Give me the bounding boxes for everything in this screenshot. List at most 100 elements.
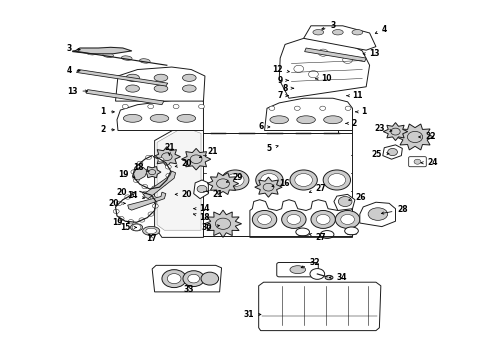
Circle shape: [148, 170, 156, 175]
Polygon shape: [383, 145, 402, 159]
Polygon shape: [86, 90, 164, 105]
Polygon shape: [259, 282, 381, 330]
Text: 14: 14: [127, 191, 145, 200]
Text: 3: 3: [66, 44, 80, 53]
Polygon shape: [396, 124, 434, 150]
Circle shape: [310, 269, 325, 279]
Polygon shape: [128, 192, 166, 210]
Circle shape: [190, 155, 202, 163]
Polygon shape: [73, 47, 132, 54]
Polygon shape: [204, 210, 242, 237]
Ellipse shape: [352, 30, 363, 35]
Circle shape: [282, 211, 306, 228]
Circle shape: [183, 271, 204, 287]
Ellipse shape: [140, 59, 150, 63]
Circle shape: [137, 161, 143, 166]
Text: 20: 20: [175, 159, 192, 168]
Polygon shape: [304, 26, 376, 50]
Circle shape: [197, 185, 207, 193]
Ellipse shape: [150, 114, 169, 122]
Circle shape: [269, 106, 275, 111]
Circle shape: [323, 170, 350, 190]
Polygon shape: [194, 180, 208, 199]
Text: 17: 17: [146, 234, 156, 243]
Circle shape: [152, 186, 158, 190]
Text: 21: 21: [207, 190, 223, 199]
Ellipse shape: [154, 85, 168, 92]
Polygon shape: [134, 167, 147, 180]
Text: 19: 19: [118, 170, 135, 179]
Text: 7: 7: [277, 91, 288, 100]
Circle shape: [142, 184, 148, 189]
FancyBboxPatch shape: [277, 262, 318, 277]
Text: 31: 31: [244, 310, 261, 319]
Circle shape: [294, 65, 304, 72]
Text: 28: 28: [382, 205, 408, 214]
Polygon shape: [157, 127, 201, 230]
Text: 5: 5: [267, 144, 278, 153]
Text: 20: 20: [175, 190, 192, 199]
Circle shape: [131, 170, 137, 174]
Polygon shape: [255, 177, 282, 197]
Text: 9: 9: [277, 76, 288, 85]
Circle shape: [173, 104, 179, 109]
Text: 18: 18: [194, 213, 210, 222]
Text: 33: 33: [184, 285, 194, 294]
Ellipse shape: [344, 227, 358, 235]
Circle shape: [318, 49, 328, 56]
Ellipse shape: [290, 266, 306, 274]
Circle shape: [113, 209, 119, 213]
Text: 23: 23: [374, 124, 392, 133]
Text: 11: 11: [347, 91, 363, 100]
Text: 2: 2: [100, 125, 114, 134]
Circle shape: [217, 179, 229, 188]
Circle shape: [162, 270, 186, 288]
Text: 32: 32: [301, 258, 320, 268]
Polygon shape: [144, 171, 175, 199]
Ellipse shape: [368, 208, 388, 220]
Circle shape: [162, 153, 172, 161]
Circle shape: [320, 106, 326, 111]
Polygon shape: [265, 98, 352, 131]
Ellipse shape: [177, 114, 196, 122]
Text: 27: 27: [309, 233, 326, 242]
Text: 6: 6: [258, 122, 270, 131]
Circle shape: [133, 178, 139, 183]
Polygon shape: [153, 147, 180, 167]
Text: 18: 18: [133, 163, 149, 172]
Circle shape: [148, 104, 154, 109]
Ellipse shape: [320, 230, 334, 238]
Circle shape: [148, 212, 154, 216]
Ellipse shape: [103, 53, 114, 58]
Ellipse shape: [86, 50, 97, 55]
Circle shape: [226, 174, 244, 186]
Text: 19: 19: [112, 218, 129, 227]
Text: 24: 24: [421, 158, 438, 167]
Polygon shape: [383, 123, 408, 140]
Circle shape: [261, 174, 278, 186]
Text: 4: 4: [375, 25, 387, 34]
Text: 4: 4: [66, 66, 80, 75]
Circle shape: [388, 148, 397, 156]
Circle shape: [201, 272, 219, 285]
Ellipse shape: [154, 74, 168, 81]
Text: 15: 15: [120, 223, 136, 232]
Circle shape: [143, 191, 148, 195]
Text: 20: 20: [108, 199, 125, 208]
Circle shape: [221, 170, 249, 190]
Text: 10: 10: [316, 75, 332, 84]
Ellipse shape: [297, 116, 316, 124]
Circle shape: [294, 106, 300, 111]
Ellipse shape: [313, 30, 324, 35]
Polygon shape: [76, 69, 168, 86]
Circle shape: [295, 174, 313, 186]
Ellipse shape: [332, 30, 343, 35]
Circle shape: [345, 106, 351, 111]
Text: 30: 30: [202, 223, 220, 232]
Polygon shape: [117, 98, 203, 131]
Text: 2: 2: [346, 119, 357, 128]
Text: 1: 1: [356, 107, 367, 116]
Polygon shape: [203, 123, 352, 235]
Polygon shape: [144, 167, 161, 178]
Ellipse shape: [122, 56, 132, 60]
